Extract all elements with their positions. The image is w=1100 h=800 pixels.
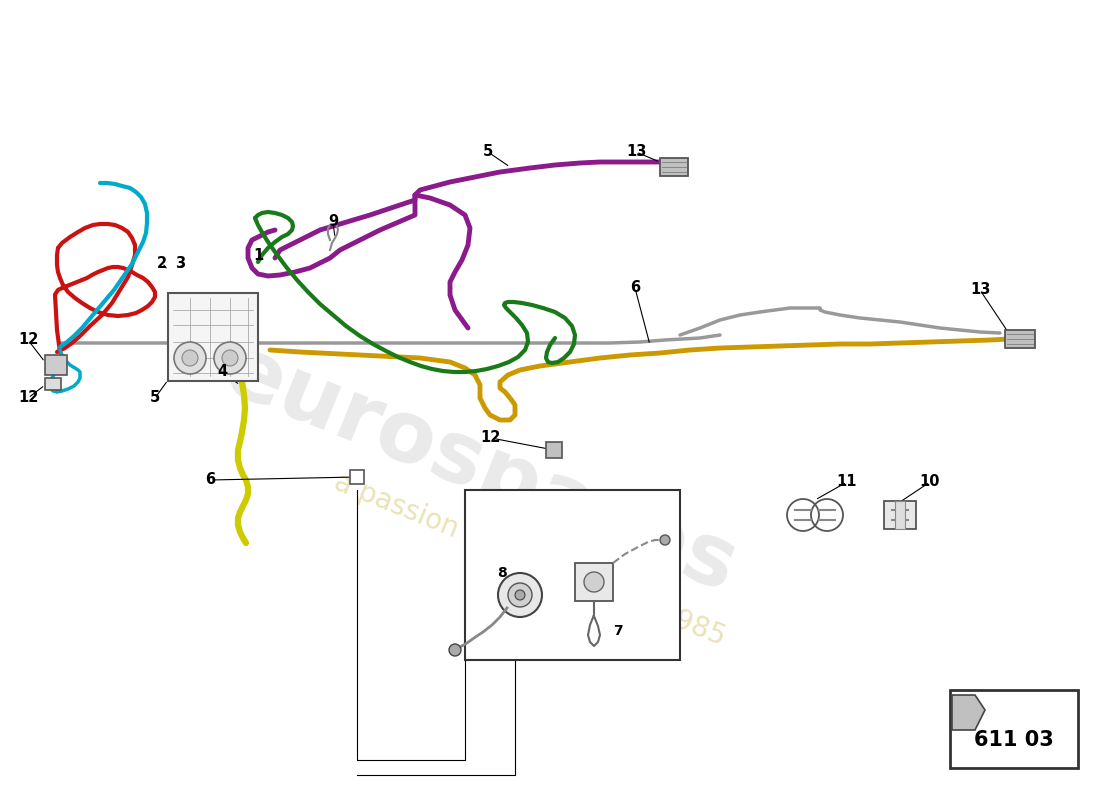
Bar [45,378,60,390]
Text: 1: 1 [253,247,263,262]
Circle shape [449,644,461,656]
Bar [1005,330,1035,348]
Text: 5: 5 [483,145,493,159]
Text: 12: 12 [18,333,38,347]
Text: 5: 5 [150,390,161,406]
Text: 8: 8 [497,566,507,580]
Circle shape [498,573,542,617]
Text: 12: 12 [481,430,502,446]
Bar [465,490,680,660]
Bar [660,158,688,176]
Bar [546,442,562,458]
Circle shape [584,572,604,592]
Text: 13: 13 [970,282,990,298]
Text: 13: 13 [626,145,646,159]
Text: eurospares: eurospares [212,330,748,610]
Text: 7: 7 [613,624,623,638]
Text: 9: 9 [328,214,338,230]
Bar [45,355,67,375]
Text: 6: 6 [630,281,640,295]
Text: 3: 3 [175,255,185,270]
Text: 6: 6 [205,473,216,487]
Text: 611 03: 611 03 [975,730,1054,750]
Bar [884,501,916,529]
Circle shape [508,583,532,607]
Circle shape [515,590,525,600]
Bar [575,563,613,601]
Bar [950,690,1078,768]
Circle shape [214,342,246,374]
Circle shape [222,350,238,366]
Circle shape [182,350,198,366]
Bar [350,470,364,484]
Polygon shape [952,695,984,730]
Text: 12: 12 [18,390,38,406]
Text: 11: 11 [837,474,857,490]
Text: a passion for parts since 1985: a passion for parts since 1985 [330,469,729,651]
Circle shape [174,342,206,374]
Circle shape [660,535,670,545]
Text: 4: 4 [217,365,227,379]
Text: 2: 2 [157,255,167,270]
Text: 10: 10 [920,474,940,490]
Bar [168,293,258,381]
Bar [895,501,905,529]
